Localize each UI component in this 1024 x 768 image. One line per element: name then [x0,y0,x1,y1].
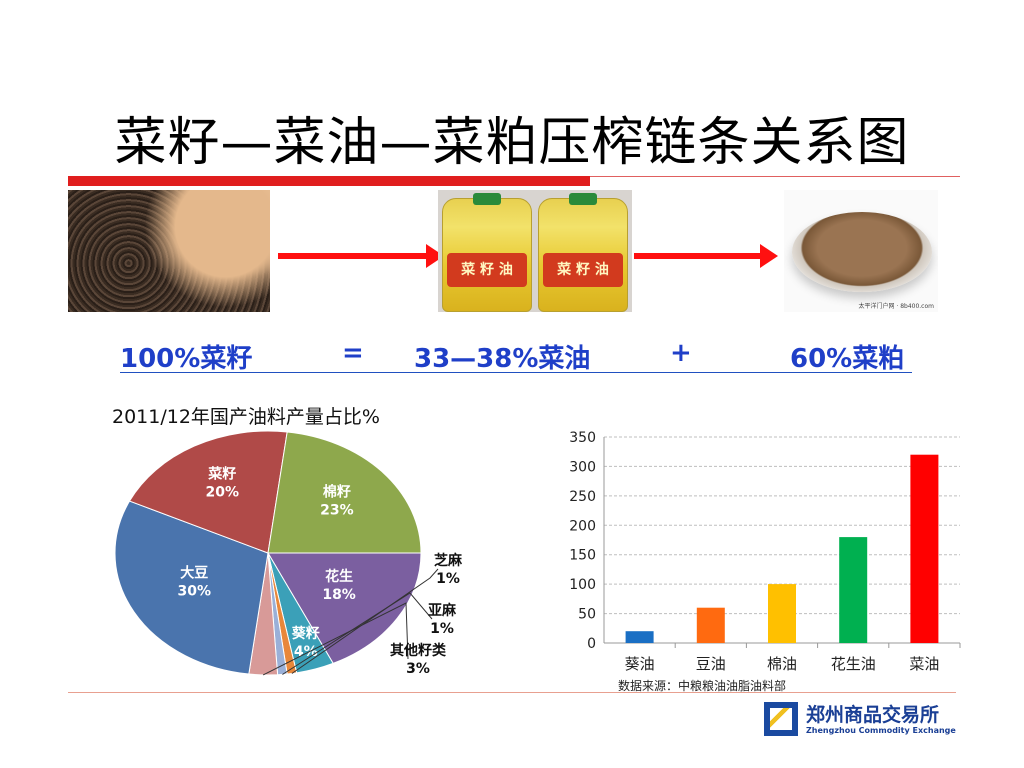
pie-leader-line [262,602,409,676]
pie-label-name: 其他籽类 [390,642,447,659]
bar-棉油 [768,584,796,643]
pie-label-name: 大豆 [180,564,208,581]
photo-caption: 太平洋门户网 · 8b400.com [858,303,934,310]
arrow-right-icon [634,244,778,268]
bar-x-tick-label: 葵油 [625,655,655,673]
bottle-label: 菜 籽 油 [447,253,527,287]
logo-name-cn: 郑州商品交易所 [806,704,940,726]
bar-y-tick-label: 50 [578,607,596,623]
bar-x-tick-label: 棉油 [767,655,797,673]
rapeseed-photo [68,190,270,312]
bar-花生油 [839,537,868,643]
oil-bottle: 菜 籽 油 [442,193,532,312]
pie-chart-title: 2011/12年国产油料产量占比% [112,406,380,428]
pie-label-percent: 18% [322,587,356,603]
pie-label-percent: 1% [436,571,460,587]
footer-rule [68,692,956,693]
bar-豆油 [696,607,725,643]
pie-label-percent: 3% [406,661,430,677]
pie-label-name: 菜籽 [207,466,236,483]
equation-oil: 33—38%菜油 [414,344,591,374]
exchange-logo-icon [764,702,798,736]
bar-x-tick-label: 菜油 [909,655,939,673]
equation-equals: = [342,338,364,368]
pie-leader-line [282,592,433,675]
pie-label-percent: 23% [320,503,354,519]
slide-title: 菜籽—菜油—菜粕压榨链条关系图 [114,113,910,173]
crush-equation: 100%菜籽 = 33—38%菜油 + 60%菜粕 [120,338,912,374]
bar-y-tick-label: 200 [569,518,596,534]
title-red-rule [68,176,590,186]
arrow-right-icon [278,244,444,268]
bar-x-tick-label: 花生油 [831,655,876,673]
pie-label-name: 葵籽 [291,625,320,642]
bottle-cap [473,193,501,205]
logo-name-en: Zhengzhou Commodity Exchange [806,726,956,735]
pie-label-percent: 30% [178,583,212,599]
bar-y-tick-label: 300 [569,459,596,475]
pie-slice-菜籽 [128,430,288,554]
pie-label-percent: 1% [430,621,454,637]
pie-label-percent: 20% [206,485,240,501]
bottle-label: 菜 籽 油 [543,253,623,287]
pie-label-name: 棉籽 [323,484,351,501]
pie-label-name: 芝麻 [434,552,463,569]
bar-y-tick-label: 250 [569,489,596,505]
pie-slice-棉籽 [267,431,422,554]
exchange-logo: 郑州商品交易所 Zhengzhou Commodity Exchange [764,700,964,744]
pie-slice-大豆 [114,500,269,675]
equation-plus: + [670,338,692,368]
bar-y-tick-label: 100 [569,577,596,593]
bar-x-tick-label: 豆油 [696,655,726,673]
rapeseed-oil-photo: 菜 籽 油 菜 籽 油 [438,190,632,312]
pie-leader-line [291,568,439,674]
pie-slice-花生 [267,552,422,665]
title-thin-rule [590,176,960,177]
oil-bottle: 菜 籽 油 [538,193,628,312]
bottle-cap [569,193,597,205]
data-source-note: 数据来源：中粮粮油油脂油料部 [618,679,787,693]
pie-label-name: 亚麻 [428,602,457,619]
rapeseed-meal-photo: 太平洋门户网 · 8b400.com [784,190,938,312]
pie-label-name: 花生 [325,568,353,585]
bar-chart: 0 50 100 150 200 250 300 350 葵油 豆油 棉油 花生油 菜油 [569,430,961,673]
bar-葵油 [625,631,654,643]
bar-y-tick-label: 0 [587,636,596,652]
bar-y-tick-label: 350 [569,430,596,446]
meal-bowl [792,212,932,292]
bar-y-tick-label: 150 [569,548,596,564]
bar-菜油 [910,454,939,643]
equation-meal: 60%菜粕 [790,344,905,374]
equation-rapeseed: 100%菜籽 [120,344,253,374]
